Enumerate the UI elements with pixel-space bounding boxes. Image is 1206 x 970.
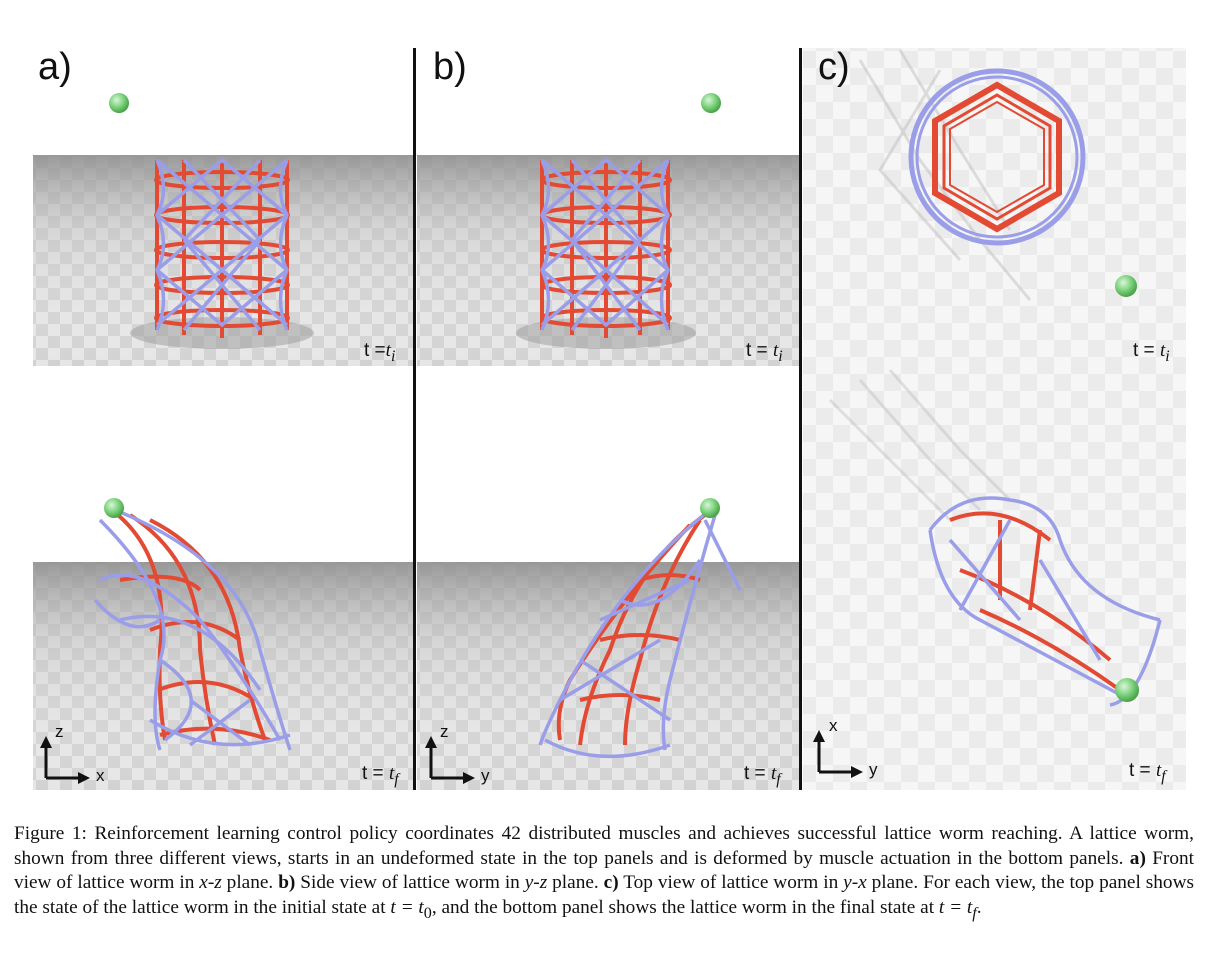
divider-ab — [413, 48, 416, 790]
figure-graphics — [33, 48, 1186, 790]
panel-b-axis-h: y — [481, 766, 490, 785]
panel-c-target-bottom — [1115, 678, 1139, 702]
panel-b-target-top — [701, 93, 721, 113]
panel-a-target-top — [109, 93, 129, 113]
panel-c-lattice-top — [858, 49, 1086, 301]
panel-b-lattice-top — [516, 157, 696, 349]
panel-c-floor-bottom — [803, 366, 1186, 790]
panel-b-time-top: t = ti — [746, 340, 783, 365]
panel-a-time-top: t =ti — [364, 340, 396, 365]
panel-label-b: b) — [433, 46, 467, 88]
panel-c-lattice-bottom — [828, 369, 1162, 707]
panel-c-time-bottom: t = tf — [1129, 760, 1166, 785]
panel-b-axis-v: z — [440, 722, 449, 741]
axis-arrows — [40, 730, 863, 784]
panel-label-c: c) — [818, 46, 850, 88]
panel-a-time-bottom: t = tf — [362, 763, 399, 788]
panel-a-lattice-bottom — [93, 508, 292, 751]
panel-a-lattice-top — [130, 157, 314, 349]
panel-c-axis-v: x — [829, 716, 838, 735]
figure-caption: Figure 1: Reinforcement learning control… — [14, 823, 1194, 922]
panel-c-target-top — [1115, 275, 1137, 297]
panel-c-floor-top — [803, 48, 1186, 366]
divider-bc — [799, 48, 802, 790]
figure-label: Figure 1: — [14, 823, 87, 844]
panel-c-axis-h: y — [869, 760, 878, 779]
panel-c-time-top: t = ti — [1133, 340, 1170, 365]
panel-a-floor-bottom — [33, 562, 413, 790]
panel-b-target-bottom — [700, 498, 720, 518]
panel-a-axis-v: z — [55, 722, 64, 741]
panel-b-floor-bottom — [417, 562, 799, 790]
panel-b-lattice-bottom — [538, 508, 742, 759]
panel-a-axis-h: x — [96, 766, 105, 785]
panel-a-target-bottom — [104, 498, 124, 518]
panel-label-a: a) — [38, 46, 72, 88]
panel-b-time-bottom: t = tf — [744, 763, 781, 788]
